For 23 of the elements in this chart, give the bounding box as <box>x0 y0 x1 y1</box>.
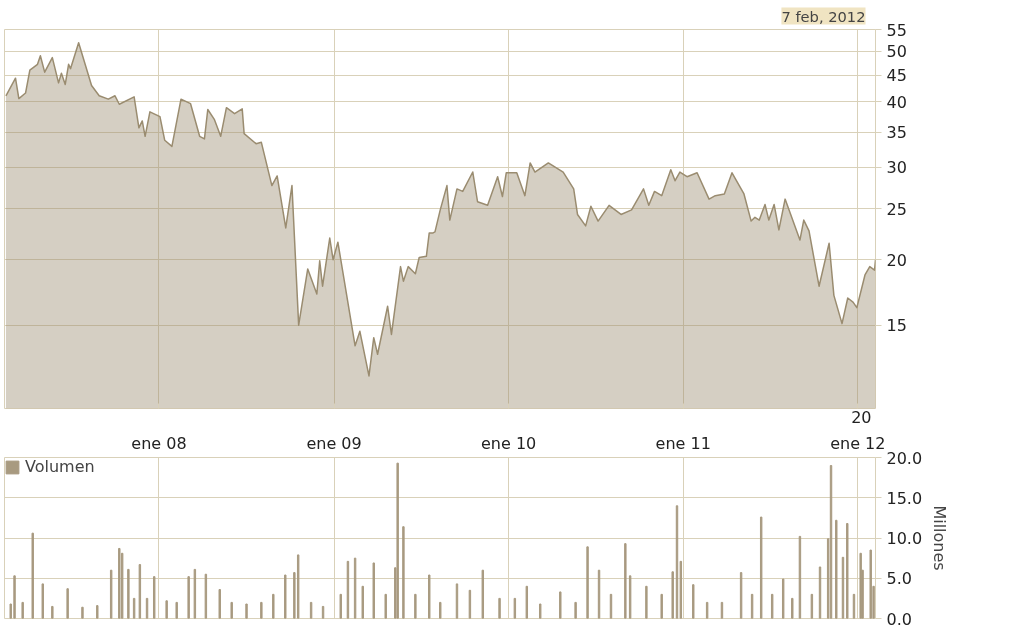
y-tick-label: 20.0 <box>886 448 923 468</box>
y-tick-label: 10.0 <box>886 529 923 548</box>
y-tick-label: 20 <box>886 250 907 270</box>
y-tick-label: 25 <box>886 199 907 219</box>
x-tick-label: ene 09 <box>306 433 362 453</box>
x-tick-label: ene 08 <box>131 433 187 453</box>
y-tick-label: 55 <box>886 20 907 40</box>
x-tick-label: ene 11 <box>655 433 711 453</box>
x-tick-label: ene 12 <box>830 433 886 453</box>
chart-subtitle: 7 feb, 2012 <box>781 7 866 25</box>
y-tick-label: 15.0 <box>886 488 923 508</box>
y-tick-label: 35 <box>886 123 907 143</box>
y-tick-label: 5.0 <box>886 569 912 589</box>
legend-label: Volumen <box>25 457 95 476</box>
y-tick-label: 40 <box>886 92 907 112</box>
y-tick-label: 15 <box>886 316 907 336</box>
y-axis-title: Millones <box>930 505 950 571</box>
y-tick-label: 45 <box>886 66 907 86</box>
x-tick-label: ene 10 <box>481 433 537 453</box>
y-tick-label: 30 <box>886 158 907 178</box>
annotation: 20 <box>851 407 872 427</box>
y-tick-label: 50 <box>886 42 907 62</box>
y-tick-label: 0.0 <box>886 609 912 629</box>
